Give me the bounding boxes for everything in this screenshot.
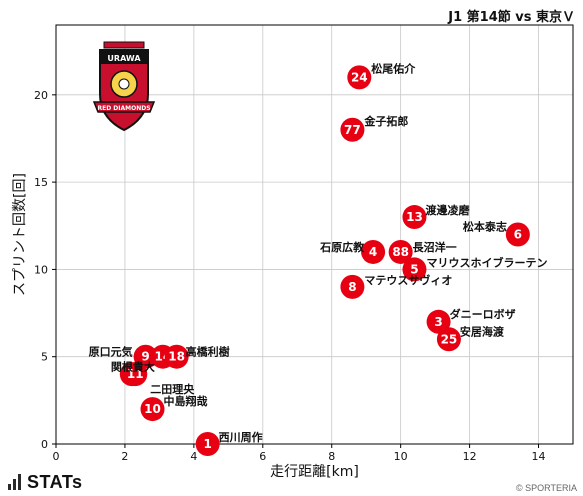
point-label: 渡邊凌磨 bbox=[425, 203, 470, 217]
point-label: 二田理央 bbox=[150, 382, 195, 396]
point-label: マリウスホイブラーテン bbox=[426, 255, 547, 269]
x-axis-label: 走行距離[km] bbox=[270, 463, 359, 480]
brand-text: STATs bbox=[27, 471, 83, 492]
point-marker bbox=[402, 257, 427, 282]
point-number: 9 bbox=[141, 350, 149, 364]
y-tick-label: 15 bbox=[34, 176, 48, 189]
bar-chart-icon bbox=[8, 474, 21, 490]
point-marker bbox=[164, 344, 189, 369]
point-number: 13 bbox=[406, 210, 423, 224]
point-label: 松本泰志 bbox=[463, 220, 507, 234]
point-label: ダニーロボザ bbox=[450, 307, 516, 321]
x-tick-label: 2 bbox=[121, 450, 128, 463]
point-number: 25 bbox=[441, 332, 458, 346]
x-tick-label: 12 bbox=[463, 450, 477, 463]
point-number: 5 bbox=[410, 262, 418, 276]
plot-frame bbox=[55, 24, 574, 445]
point-label: 石原広教 bbox=[319, 240, 365, 254]
x-tick-label: 6 bbox=[259, 450, 266, 463]
point-number: 3 bbox=[434, 315, 442, 329]
match-title: J1 第14節 vs 東京Ｖ bbox=[448, 10, 575, 25]
point-label: 関根貴大 bbox=[111, 360, 155, 374]
point-number: 1 bbox=[203, 437, 211, 451]
point-label: 長沼洋一 bbox=[413, 240, 457, 254]
x-tick-label: 10 bbox=[394, 450, 408, 463]
y-axis-label: スプリント回数[回] bbox=[12, 173, 28, 296]
point-label: 中島翔哉 bbox=[164, 394, 208, 408]
point-number: 88 bbox=[392, 245, 409, 259]
crest-icon: URAWA RED DIAMONDS bbox=[92, 41, 156, 132]
y-tick-label: 0 bbox=[41, 438, 48, 451]
point-number: 6 bbox=[514, 228, 522, 242]
point-marker bbox=[195, 432, 220, 456]
point-label: 金子拓郎 bbox=[363, 114, 408, 128]
point-number: 11 bbox=[127, 367, 144, 381]
point-marker bbox=[388, 239, 413, 264]
point-label: 松尾佑介 bbox=[371, 61, 416, 75]
point-number: 18 bbox=[168, 350, 185, 364]
point-label: マテウスサヴィオ bbox=[364, 273, 452, 287]
x-tick-label: 0 bbox=[53, 450, 60, 463]
y-tick-label: 20 bbox=[34, 89, 48, 102]
point-number: 24 bbox=[351, 70, 368, 84]
crest-text-top: URAWA bbox=[107, 54, 141, 63]
point-marker bbox=[123, 362, 148, 387]
point-marker bbox=[340, 274, 365, 299]
y-tick-label: 10 bbox=[34, 263, 48, 276]
point-marker bbox=[361, 239, 386, 264]
copyright: © SPORTERIA bbox=[516, 483, 577, 493]
point-marker bbox=[426, 309, 451, 334]
x-tick-label: 4 bbox=[190, 450, 197, 463]
point-number: 4 bbox=[369, 245, 377, 259]
data-points: 247713648858325914184111101 bbox=[119, 65, 530, 456]
point-number: 10 bbox=[144, 402, 161, 416]
point-label: 原口元気 bbox=[89, 345, 133, 359]
point-label: 安居海渡 bbox=[460, 324, 505, 338]
x-tick-label: 8 bbox=[328, 450, 335, 463]
point-number: 77 bbox=[344, 123, 361, 137]
point-marker bbox=[402, 205, 427, 230]
point-marker bbox=[133, 344, 158, 369]
point-marker bbox=[347, 65, 372, 90]
point-marker bbox=[436, 327, 461, 352]
point-label: 西川周作 bbox=[219, 430, 263, 444]
point-marker bbox=[140, 397, 165, 422]
point-marker bbox=[340, 117, 365, 142]
point-label: 高橋利樹 bbox=[186, 345, 230, 359]
stats-logo: STATs bbox=[8, 472, 83, 492]
point-marker bbox=[505, 222, 530, 247]
x-tick-label: 14 bbox=[532, 450, 546, 463]
crest-text-bottom: RED DIAMONDS bbox=[97, 105, 150, 112]
y-tick-label: 5 bbox=[41, 351, 48, 364]
point-number: 8 bbox=[348, 280, 356, 294]
